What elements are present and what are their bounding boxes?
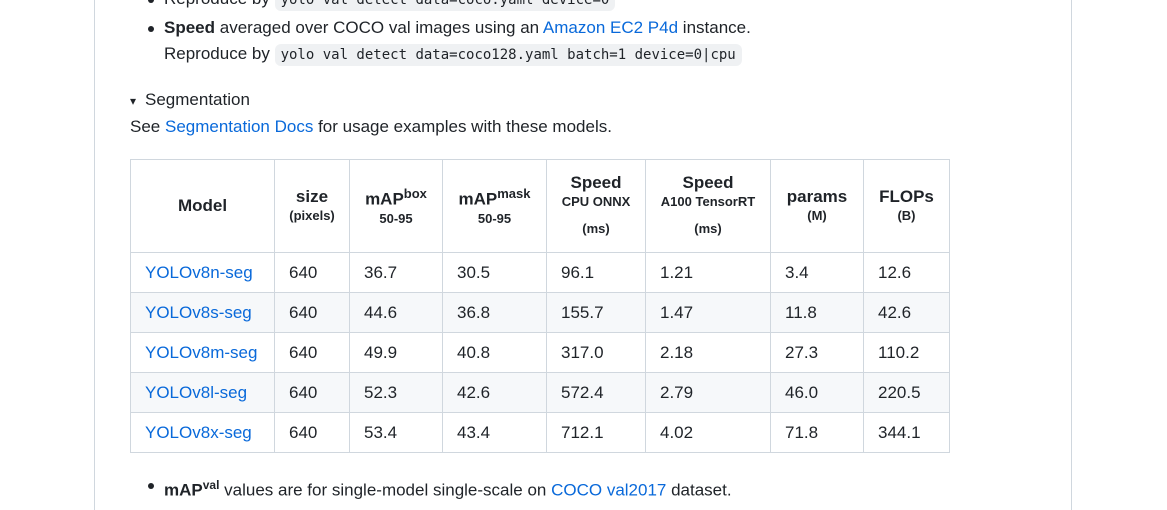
cell-size: 640 (274, 292, 350, 333)
reproduce-label: Reproduce by (164, 44, 275, 63)
col-flops: FLOPs (B) (863, 159, 950, 253)
cell-map-mask: 43.4 (442, 412, 547, 453)
col-map-mask: mAPmask 50-95 (442, 159, 547, 253)
col-map-box: mAPbox 50-95 (349, 159, 443, 253)
cell-speed-cpu: 572.4 (546, 372, 646, 413)
cell-params: 71.8 (770, 412, 864, 453)
cell-size: 640 (274, 372, 350, 413)
model-link[interactable]: YOLOv8n-seg (145, 262, 253, 282)
cell-map-mask: 42.6 (442, 372, 547, 413)
model-link[interactable]: YOLOv8s-seg (145, 302, 252, 322)
map-bold: mAP (164, 480, 203, 500)
cell-speed-cpu: 317.0 (546, 332, 646, 373)
col-size: size (pixels) (274, 159, 350, 253)
reproduce-code: yolo val detect data=coco128.yaml batch=… (274, 44, 742, 66)
cell-speed-gpu: 2.18 (645, 332, 771, 373)
table-row: YOLOv8l-seg 640 52.3 42.6 572.4 2.79 46.… (130, 372, 950, 413)
cell-map-box: 52.3 (349, 372, 443, 413)
cell-speed-cpu: 96.1 (546, 252, 646, 293)
see-docs-line: See Segmentation Docs for usage examples… (130, 114, 612, 140)
cell-map-mask: 36.8 (442, 292, 547, 333)
map-sup: val (202, 478, 220, 492)
cell-speed-cpu: 712.1 (546, 412, 646, 453)
prev-reproduce-label: Reproduce by (164, 0, 275, 8)
cell-params: 11.8 (770, 292, 864, 333)
segmentation-label[interactable]: Segmentation (145, 90, 250, 109)
cell-speed-gpu: 2.79 (645, 372, 771, 413)
cell-size: 640 (274, 252, 350, 293)
cell-map-box: 36.7 (349, 252, 443, 293)
col-speed-cpu: Speed CPU ONNX (ms) (546, 159, 646, 253)
cell-flops: 12.6 (863, 252, 950, 293)
map-note-tail: dataset. (666, 480, 732, 500)
map-note-bullet: mAPval values are for single-model singl… (148, 472, 732, 504)
cell-map-box: 53.4 (349, 412, 443, 453)
table-row: YOLOv8x-seg 640 53.4 43.4 712.1 4.02 71.… (130, 412, 950, 453)
map-note-text: values are for single-model single-scale… (219, 480, 552, 500)
coco-val2017-link[interactable]: COCO val2017 (551, 480, 667, 500)
cell-size: 640 (274, 412, 350, 453)
reproduce-line: Reproduce by yolo val detect data=coco12… (164, 41, 742, 68)
cell-speed-gpu: 1.21 (645, 252, 771, 293)
cell-params: 27.3 (770, 332, 864, 373)
col-model: Model (130, 159, 275, 253)
table-row: YOLOv8n-seg 640 36.7 30.5 96.1 1.21 3.4 … (130, 252, 950, 293)
cell-map-mask: 40.8 (442, 332, 547, 373)
table-row: YOLOv8m-seg 640 49.9 40.8 317.0 2.18 27.… (130, 332, 950, 373)
see-prefix: See (130, 117, 165, 136)
cell-flops: 220.5 (863, 372, 950, 413)
prev-reproduce-line: Reproduce by yolo val detect data=coco.y… (148, 0, 616, 13)
cell-speed-gpu: 4.02 (645, 412, 771, 453)
amazon-ec2-link[interactable]: Amazon EC2 P4d (542, 18, 679, 37)
disclosure-triangle-icon[interactable]: ▾ (130, 94, 137, 108)
model-link[interactable]: YOLOv8l-seg (145, 382, 248, 402)
speed-text: averaged over COCO val images using an (215, 18, 543, 37)
speed-tail: instance. (678, 18, 751, 37)
table-header-row: Model size (pixels) mAPbox 50-95 mAPmask… (130, 159, 950, 253)
cell-size: 640 (274, 332, 350, 373)
model-link[interactable]: YOLOv8x-seg (145, 422, 252, 442)
segmentation-docs-link[interactable]: Segmentation Docs (164, 117, 314, 136)
cell-map-box: 49.9 (349, 332, 443, 373)
table-row: YOLOv8s-seg 640 44.6 36.8 155.7 1.47 11.… (130, 292, 950, 333)
prev-reproduce-code: yolo val detect data=coco.yaml device=0 (274, 0, 616, 11)
cell-flops: 42.6 (863, 292, 950, 333)
cell-params: 46.0 (770, 372, 864, 413)
cell-flops: 110.2 (863, 332, 950, 373)
see-suffix: for usage examples with these models. (313, 117, 612, 136)
cell-map-box: 44.6 (349, 292, 443, 333)
speed-bold: Speed (164, 18, 216, 37)
col-params: params (M) (770, 159, 864, 253)
cell-speed-gpu: 1.47 (645, 292, 771, 333)
cell-speed-cpu: 155.7 (546, 292, 646, 333)
cell-flops: 344.1 (863, 412, 950, 453)
segmentation-summary[interactable]: ▾ Segmentation (130, 88, 250, 113)
speed-bullet: Speed averaged over COCO val images usin… (148, 15, 751, 41)
model-link[interactable]: YOLOv8m-seg (145, 342, 258, 362)
cell-map-mask: 30.5 (442, 252, 547, 293)
cell-params: 3.4 (770, 252, 864, 293)
segmentation-models-table: Model size (pixels) mAPbox 50-95 mAPmask… (130, 159, 950, 453)
col-speed-gpu: Speed A100 TensorRT (ms) (645, 159, 771, 253)
